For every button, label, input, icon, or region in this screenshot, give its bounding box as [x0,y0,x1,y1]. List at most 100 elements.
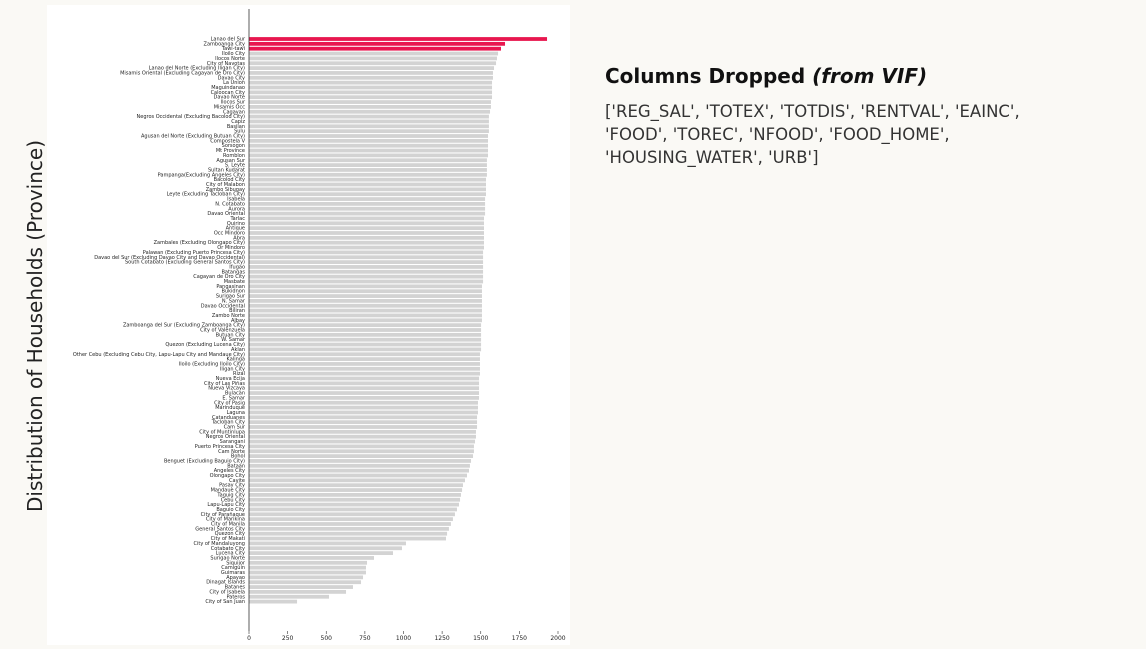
y-tick-label: Cam Sur [224,425,246,431]
y-tick-label: Zamboanga del Sur (Excluding Zamboanga C… [123,323,245,329]
bar [249,551,393,555]
bar [249,211,486,216]
y-tick-label: Occ Mindoro [214,231,245,237]
y-tick-label: Agusan del Norte (Excluding Butuan City) [141,134,245,140]
bar [249,391,480,395]
bar [249,138,489,143]
y-tick-label: Pampanga(Excluding Angeles City) [158,172,245,178]
bar [249,80,493,85]
y-tick-label: Apayao [226,575,245,581]
y-tick-label: City of Pasig [214,400,245,406]
y-tick-label: Agusan Sur [216,158,246,164]
y-tick-label: Sorsogon [222,143,245,149]
y-tick-label: Davao City [218,75,245,81]
bar [249,274,484,279]
y-tick-label: Kalinga [227,357,245,363]
y-tick-label: Bulacan [225,391,245,397]
bar [249,439,476,444]
bar [249,434,476,439]
bar [249,599,298,604]
bar [249,202,486,206]
y-tick-label: Pasay City [219,483,245,489]
bar [249,226,484,231]
bar [249,473,467,478]
text-panel: Columns Dropped (from VIF) ['REG_SAL', '… [605,64,1060,169]
y-tick-label: City of Manila [211,522,245,528]
y-tick-label: Negros Oriental [206,434,245,440]
bar [249,289,482,294]
x-tick-label: 1500 [473,635,488,642]
y-tick-label: Iloilo City [222,51,245,57]
y-tick-label: Batangas [221,269,245,275]
bar [249,279,484,284]
x-tick-label: 250 [282,635,294,642]
y-tick-label: S. Leyte [225,163,245,169]
y-tick-label: Ilocos Sur [221,100,246,106]
bar [249,556,374,560]
bar [249,56,497,61]
bar [249,565,366,570]
bar [249,463,470,468]
y-tick-label: Pateros [226,594,245,600]
y-tick-label: Davao Oriental [207,211,245,217]
y-tick-label: Catanduanes [212,415,245,421]
bar [249,570,366,575]
y-tick-label: E. Samar [222,395,246,401]
x-tick-label: 2000 [550,635,565,642]
y-tick-label: Bacolod City [214,177,245,183]
bar [249,265,484,269]
y-tick-label: La Union [223,80,245,86]
y-tick-label: Davao Occidental [201,303,245,309]
y-tick-label: Cebu City [221,497,245,503]
y-tick-label: Lucena City [216,551,245,557]
bar [249,221,484,226]
y-tick-label: Negros Occidental (Excluding Bacolod Cit… [137,114,246,120]
chart: Distribution of Households (Province) La… [23,9,566,642]
bar [249,143,489,148]
y-tick-label: Ilocos Norte [215,56,245,62]
bar [249,323,482,328]
y-tick-label: Pangasinan [216,284,245,290]
y-tick-label: Misamis Occ [214,104,246,110]
x-tick-label: 1250 [434,635,449,642]
bar [249,449,474,454]
y-tick-label: Tawi-tawi [221,46,245,52]
y-tick-label: Leyte (Excluding Tacloban City) [167,192,245,198]
bar [249,129,489,134]
bar [249,51,499,56]
bar [249,420,478,425]
y-tick-label: Nueva Ecija [216,376,245,382]
y-tick-label: Mandaue City [211,488,245,494]
bar [249,294,482,298]
bar [249,541,406,546]
bar [249,299,482,303]
bar [249,410,478,415]
bar [249,415,478,420]
bar [249,134,489,138]
bar [249,507,457,512]
bar [249,153,489,158]
bar [249,396,480,400]
y-axis-label: Distribution of Households (Province) [23,140,47,512]
bar [249,362,480,366]
y-tick-label: City of Valenzuela [200,328,245,334]
y-tick-label: Tarlac [229,216,245,222]
bar [249,502,459,507]
y-tick-label: Puerto Princesa City [195,444,245,450]
x-tick-label: 1000 [396,635,411,642]
bar [249,512,455,517]
y-tick-label: Davao del Sur (Excluding Davao City and … [94,255,245,261]
y-tick-label: Marinduque [215,405,245,411]
y-tick-label: Cotabato City [211,546,245,552]
y-tick-label: Isabela [227,197,245,203]
y-tick-label: Batanes [225,585,246,591]
x-tick-label: 750 [359,635,371,642]
y-tick-label: Benguet (Excluding Baguio City) [164,458,245,464]
bar [249,342,482,347]
bar [249,332,482,337]
bar [249,357,480,361]
y-tick-label: Antique [226,226,245,232]
x-tick-label: 0 [247,635,251,642]
y-tick-label: Zamboanga City [204,41,245,47]
